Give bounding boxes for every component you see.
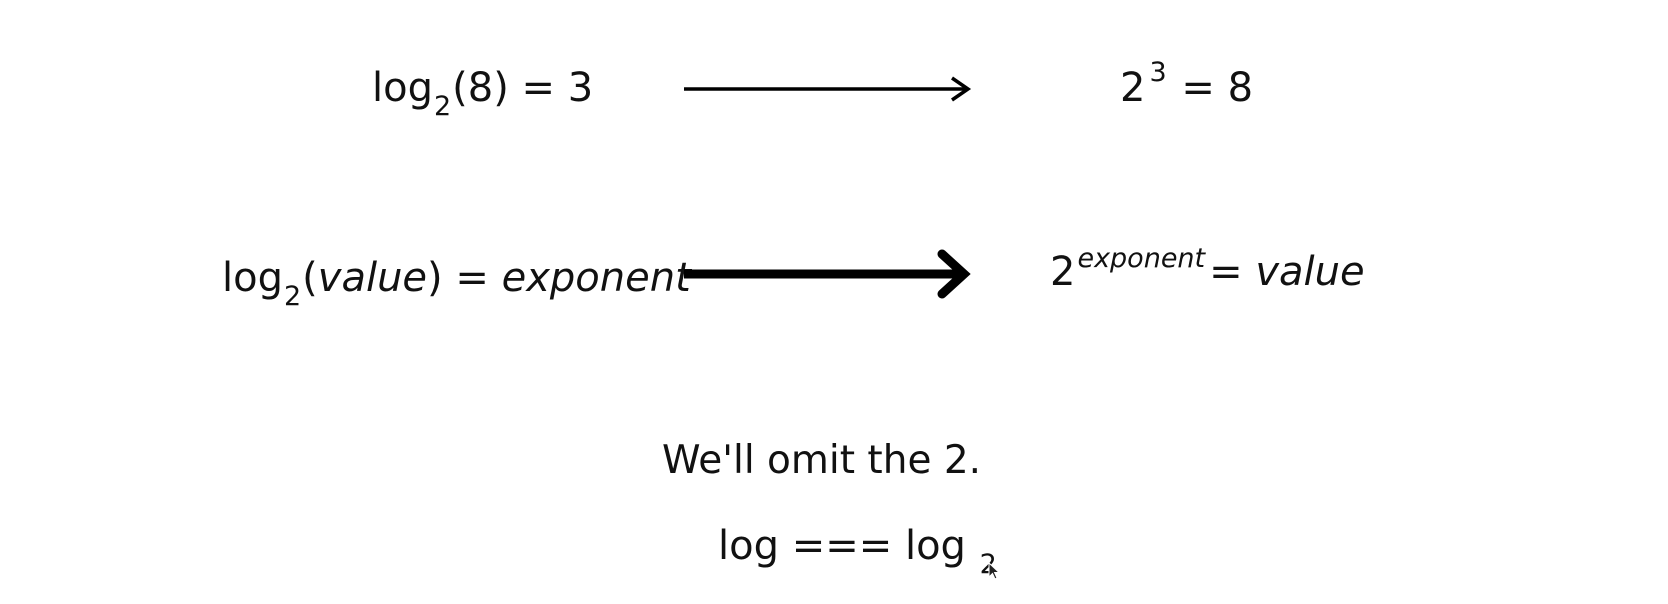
- log-base-subscript: 2: [433, 91, 452, 122]
- equals-text: =: [442, 255, 502, 301]
- exponent-variable-text: exponent: [501, 255, 691, 301]
- log-example-expression: log2(8) = 3: [372, 65, 594, 120]
- mouse-cursor-icon: [988, 562, 1001, 580]
- log-function-text: log: [372, 65, 433, 111]
- value-variable-text: value: [317, 255, 428, 301]
- log-result-text: = 3: [508, 65, 594, 111]
- omit-base-caption: We'll omit the 2.: [662, 438, 982, 483]
- power-general-expression: 2exponent = value: [1050, 245, 1365, 295]
- power-result-text: = 8: [1168, 65, 1254, 111]
- value-variable-text: value: [1255, 249, 1365, 295]
- open-paren-text: (: [302, 255, 318, 301]
- power-base-text: 2: [1120, 65, 1146, 111]
- log-function-text: log: [222, 255, 283, 301]
- power-exponent-superscript: exponent: [1077, 243, 1206, 274]
- thin-right-arrow-icon: [684, 76, 972, 102]
- equals-text: =: [1209, 249, 1256, 295]
- log-general-expression: log2(value) = exponent: [222, 255, 691, 310]
- log-base-subscript: 2: [283, 281, 302, 312]
- thick-right-arrow-icon: [684, 249, 971, 299]
- power-base-text: 2: [1050, 249, 1076, 295]
- log-argument-text: (8): [452, 65, 509, 111]
- power-exponent-superscript: 3: [1149, 57, 1167, 88]
- close-paren-text: ): [427, 255, 443, 301]
- log-equivalence-expression: log === log 2: [718, 523, 998, 578]
- equivalence-text: log === log: [718, 523, 966, 569]
